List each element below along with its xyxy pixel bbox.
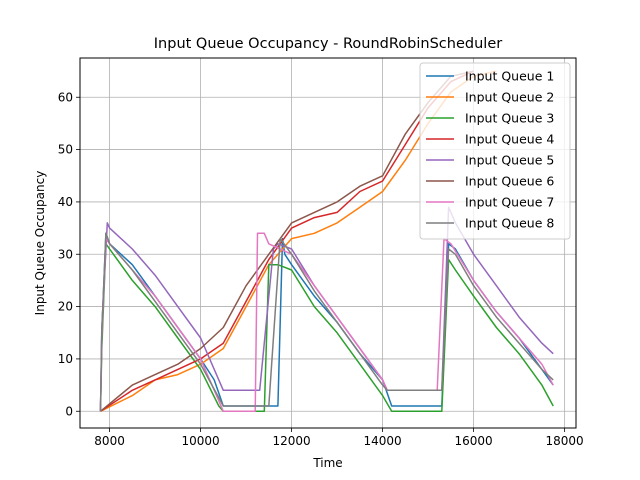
x-tick-label: 18000: [546, 434, 584, 448]
series-line-6: [100, 70, 474, 412]
legend-label-4: Input Queue 4: [465, 132, 554, 147]
legend: Input Queue 1 Input Queue 2 Input Queue 3 I…: [419, 62, 571, 240]
series-line-5: [99, 206, 554, 412]
legend-label-8: Input Queue 8: [465, 216, 554, 231]
x-tick-label: 8000: [94, 434, 125, 448]
series-line-8: [99, 232, 554, 412]
legend-box: [419, 62, 571, 240]
y-tick-label: 50: [58, 143, 73, 157]
y-axis-ticks: 0 10 20 30 40 50 60: [58, 90, 80, 418]
legend-label-2: Input Queue 2: [465, 90, 554, 105]
series-line-4: [100, 70, 474, 412]
x-tick-label: 14000: [364, 434, 402, 448]
plot-frame: [79, 57, 577, 429]
x-axis-label: Time: [312, 456, 342, 470]
legend-label-7: Input Queue 7: [465, 195, 554, 210]
y-tick-label: 0: [65, 404, 73, 418]
plot-series-lines: [99, 70, 554, 413]
x-tick-label: 10000: [181, 434, 219, 448]
legend-label-5: Input Queue 5: [465, 153, 554, 168]
legend-label-6: Input Queue 6: [465, 174, 554, 189]
legend-label-3: Input Queue 3: [465, 111, 554, 126]
series-line-3: [99, 243, 554, 413]
chart-title: Input Queue Occupancy - RoundRobinSchedu…: [154, 36, 502, 52]
y-tick-label: 30: [58, 247, 73, 261]
x-tick-label: 16000: [455, 434, 493, 448]
y-tick-label: 60: [58, 90, 73, 104]
x-axis-ticks: 8000 10000 12000 14000 16000 18000: [94, 428, 584, 448]
y-axis-label: Input Queue Occupancy: [33, 171, 47, 316]
legend-label-1: Input Queue 1: [465, 69, 554, 84]
y-tick-label: 20: [58, 300, 73, 314]
y-tick-label: 40: [58, 195, 73, 209]
y-tick-label: 10: [58, 352, 73, 366]
x-tick-label: 12000: [273, 434, 311, 448]
